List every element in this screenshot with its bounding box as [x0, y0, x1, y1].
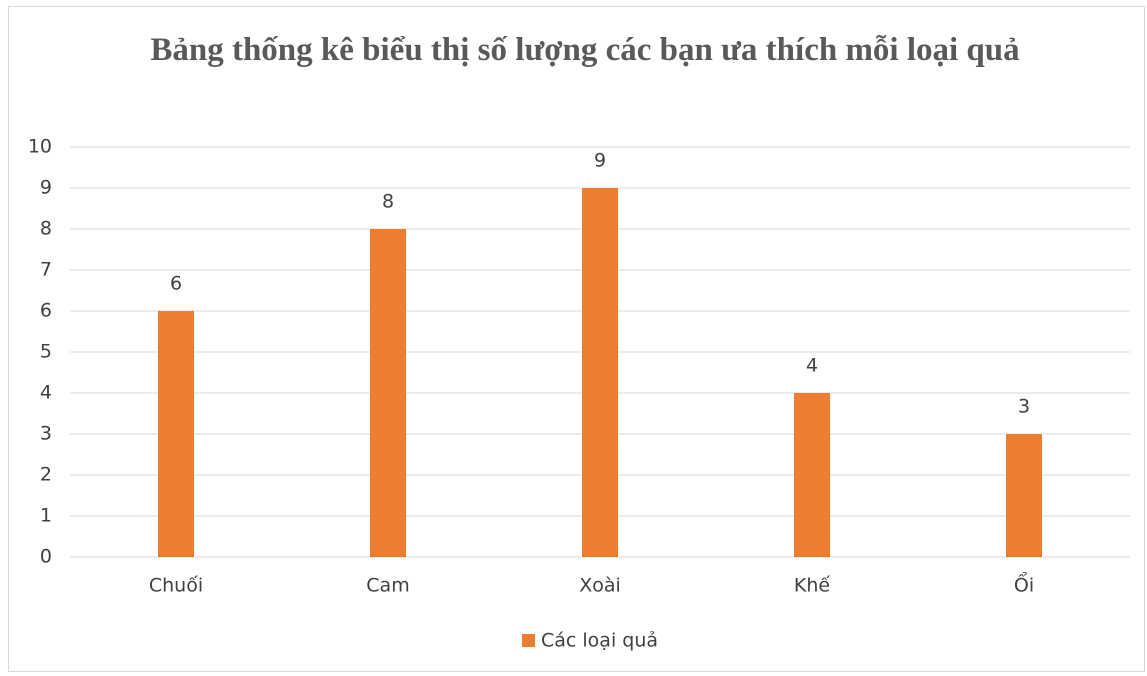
y-tick-label: 4: [40, 382, 52, 404]
y-tick-label: 9: [40, 177, 52, 199]
data-label: 8: [382, 191, 394, 213]
bar: [1006, 434, 1042, 557]
y-tick-label: 6: [40, 300, 52, 322]
data-label: 6: [170, 273, 182, 295]
bar: [582, 188, 618, 557]
x-tick-label: Khế: [794, 575, 831, 597]
x-tick-label: Xoài: [579, 575, 621, 597]
legend-label: Các loại quả: [541, 630, 658, 652]
y-tick-label: 3: [40, 423, 52, 445]
y-tick-label: 0: [40, 546, 52, 568]
y-tick-label: 5: [40, 341, 52, 363]
bar: [158, 311, 194, 557]
y-tick-label: 8: [40, 218, 52, 240]
data-label: 3: [1018, 396, 1030, 418]
y-tick-label: 2: [40, 464, 52, 486]
y-tick-label: 1: [40, 505, 52, 527]
data-label: 4: [806, 355, 818, 377]
data-label: 9: [594, 150, 606, 172]
chart-frame: [8, 6, 1145, 672]
y-tick-label: 7: [40, 259, 52, 281]
bar: [370, 229, 406, 557]
chart-title: Bảng thống kê biểu thị số lượng các bạn …: [150, 32, 1020, 68]
x-tick-label: Chuối: [149, 575, 203, 597]
legend-swatch: [522, 634, 535, 647]
x-tick-label: Cam: [366, 575, 409, 597]
x-tick-label: Ổi: [1014, 571, 1034, 597]
y-tick-label: 10: [28, 136, 52, 158]
bar: [794, 393, 830, 557]
